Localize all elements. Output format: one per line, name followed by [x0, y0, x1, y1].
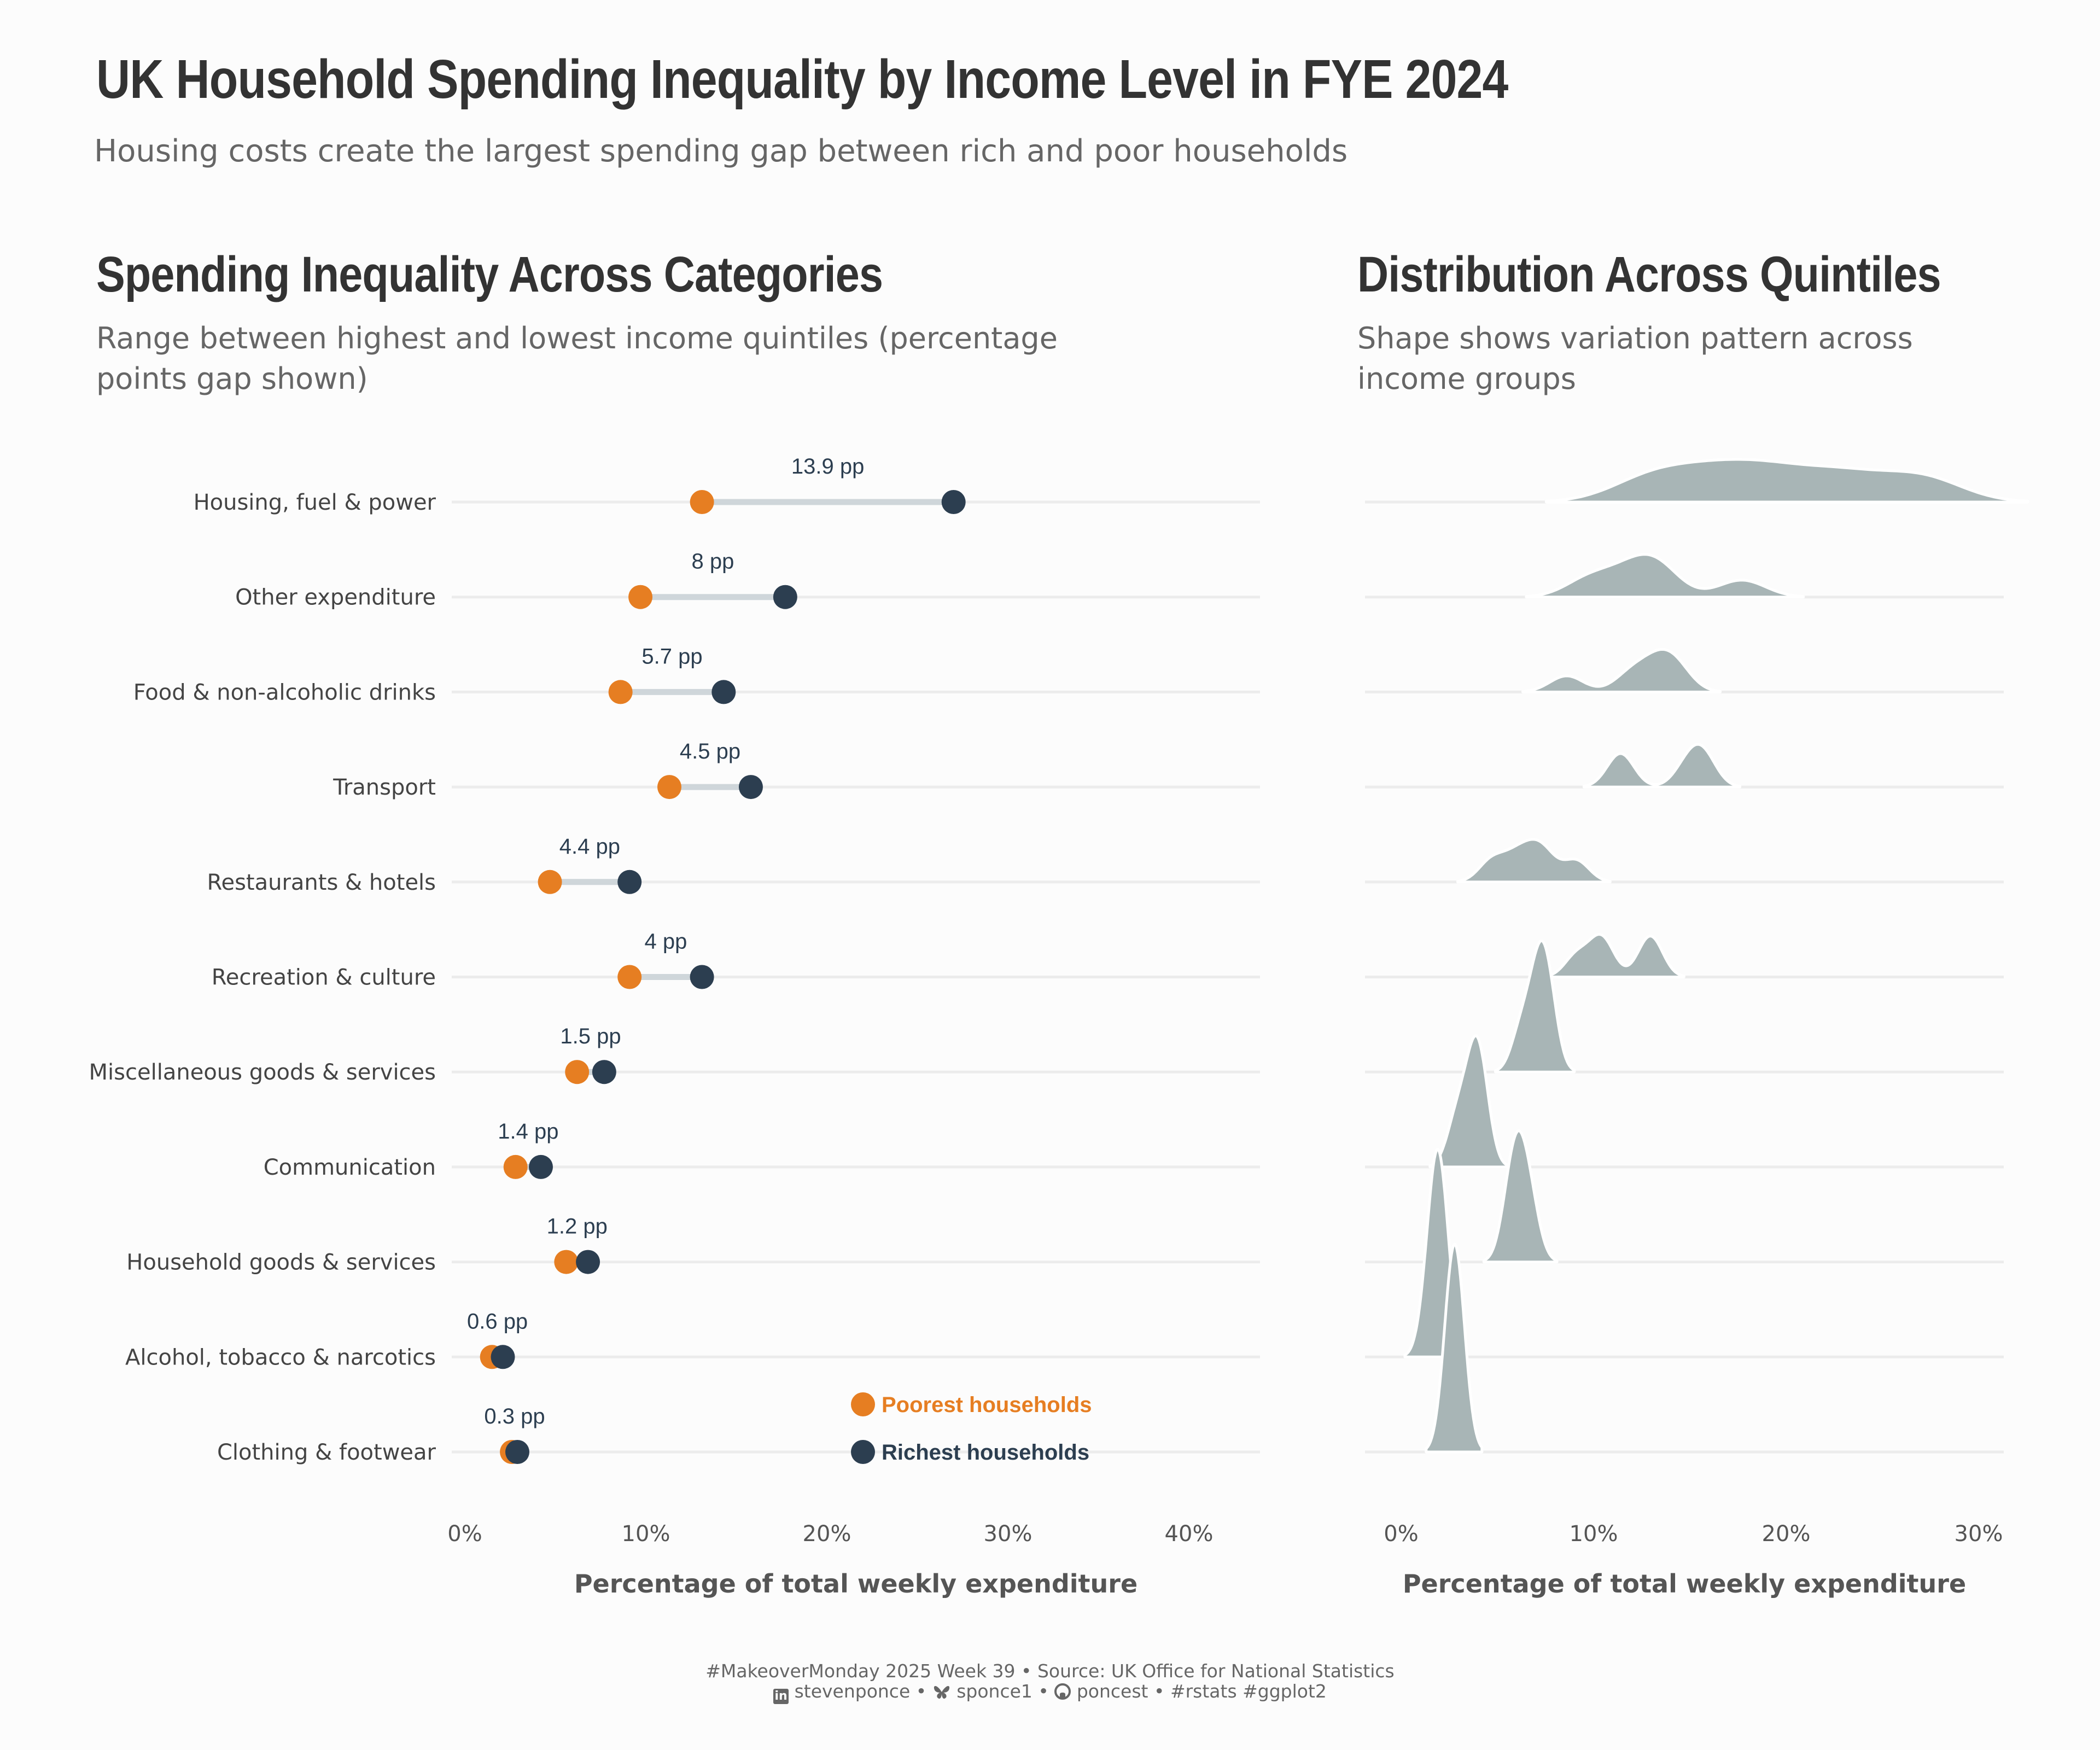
- gap-label-miscellaneous-goods-services: 1.5 pp: [560, 1024, 621, 1048]
- richest-point-transport: [738, 775, 763, 800]
- x-tick-label: 0%: [447, 1521, 482, 1547]
- richest-point-other-expenditure: [773, 585, 797, 609]
- x-axis-title: Percentage of total weekly expenditure: [574, 1569, 1138, 1599]
- caption-line2: in stevenponce • sponce1 • poncest • #rs…: [0, 1681, 2100, 1704]
- x-tick-label: 10%: [622, 1521, 670, 1547]
- ridge-food-non-alcoholic-drinks: [1521, 648, 1722, 693]
- gap-label-restaurants-hotels: 4.4 pp: [559, 835, 620, 859]
- ridge-miscellaneous-goods-services: [1494, 939, 1576, 1074]
- right-panel-title: Distribution Across Quintiles: [1357, 247, 1941, 302]
- category-label-communication: Communication: [264, 1155, 436, 1180]
- category-label-other-expenditure: Other expenditure: [235, 585, 436, 610]
- ridge-transport: [1582, 743, 1741, 789]
- category-label-recreation-culture: Recreation & culture: [212, 965, 436, 990]
- ridge-x-tick-label: 0%: [1384, 1521, 1418, 1547]
- right-panel-subtitle-line1: Shape shows variation pattern across: [1357, 321, 1913, 355]
- category-label-transport: Transport: [332, 775, 436, 800]
- caption-github-handle: poncest: [1076, 1681, 1148, 1702]
- legend-richest-swatch: [851, 1440, 875, 1464]
- caption-hashtags: #rstats #ggplot2: [1170, 1681, 1327, 1702]
- right-panel-subtitle: Shape shows variation pattern across inc…: [1357, 318, 1913, 399]
- x-tick-label: 30%: [984, 1521, 1032, 1547]
- poorest-point-communication: [503, 1154, 528, 1179]
- richest-point-housing-fuel-power: [941, 490, 966, 514]
- gap-label-household-goods-services: 1.2 pp: [547, 1215, 608, 1239]
- ridge-x-tick-label: 20%: [1762, 1521, 1811, 1547]
- ridge-household-goods-services: [1482, 1129, 1559, 1264]
- poorest-point-food-non-alcoholic-drinks: [608, 680, 633, 704]
- poorest-point-restaurants-hotels: [538, 870, 562, 894]
- caption-separator: •: [1148, 1681, 1170, 1702]
- category-label-alcohol-tobacco-narcotics: Alcohol, tobacco & narcotics: [125, 1345, 436, 1370]
- linkedin-icon: in: [773, 1689, 789, 1704]
- poorest-point-miscellaneous-goods-services: [565, 1060, 590, 1084]
- gap-label-communication: 1.4 pp: [498, 1119, 558, 1144]
- right-panel-subtitle-line2: income groups: [1357, 361, 1576, 396]
- category-label-restaurants-hotels: Restaurants & hotels: [207, 870, 436, 895]
- caption-line1: #MakeoverMonday 2025 Week 39 • Source: U…: [705, 1660, 1395, 1682]
- ridge-x-axis-title: Percentage of total weekly expenditure: [1403, 1569, 1966, 1599]
- poorest-point-housing-fuel-power: [690, 490, 714, 514]
- poorest-point-transport: [657, 775, 682, 800]
- category-label-miscellaneous-goods-services: Miscellaneous goods & services: [89, 1060, 436, 1085]
- left-panel-subtitle: Range between highest and lowest income …: [96, 318, 1058, 399]
- caption-separator: •: [910, 1681, 932, 1702]
- category-label-food-non-alcoholic-drinks: Food & non-alcoholic drinks: [133, 680, 436, 705]
- ridge-other-expenditure: [1525, 553, 1805, 599]
- dumbbell-chart: Housing, fuel & power 13.9 pp Other expend…: [89, 454, 1260, 1599]
- gap-label-transport: 4.5 pp: [680, 739, 740, 763]
- page-title: UK Household Spending Inequality by Inco…: [96, 49, 1508, 110]
- gap-label-food-non-alcoholic-drinks: 5.7 pp: [641, 644, 702, 668]
- ridge-housing-fuel-power: [1544, 458, 2029, 504]
- ridge-x-tick-label: 30%: [1955, 1521, 2003, 1547]
- gap-label-recreation-culture: 4 pp: [644, 930, 687, 954]
- github-icon: [1054, 1683, 1071, 1704]
- legend-poorest-swatch: [851, 1392, 875, 1416]
- caption-separator: •: [1032, 1681, 1055, 1702]
- legend-poorest-label: Poorest households: [882, 1393, 1092, 1417]
- richest-point-household-goods-services: [576, 1250, 600, 1274]
- richest-point-restaurants-hotels: [617, 870, 642, 894]
- richest-point-food-non-alcoholic-drinks: [711, 680, 736, 704]
- category-label-clothing-footwear: Clothing & footwear: [217, 1440, 436, 1465]
- gap-label-housing-fuel-power: 13.9 pp: [791, 454, 864, 479]
- ridge-communication: [1428, 1034, 1509, 1169]
- legend-richest-label: Richest households: [882, 1440, 1089, 1465]
- left-panel-title: Spending Inequality Across Categories: [96, 247, 883, 302]
- caption-bluesky-handle: sponce1: [956, 1681, 1032, 1702]
- x-tick-label: 40%: [1165, 1521, 1214, 1547]
- gap-label-clothing-footwear: 0.3 pp: [484, 1404, 545, 1428]
- category-label-housing-fuel-power: Housing, fuel & power: [194, 490, 436, 515]
- poorest-point-other-expenditure: [628, 585, 653, 609]
- richest-point-alcohol-tobacco-narcotics: [491, 1345, 515, 1369]
- bluesky-icon: [932, 1683, 951, 1704]
- ridgeline-chart: 0% 10% 20% 30% Percentage of total weekly ex…: [1365, 458, 2029, 1599]
- category-label-household-goods-services: Household goods & services: [126, 1250, 436, 1275]
- poorest-point-recreation-culture: [617, 965, 642, 989]
- richest-point-miscellaneous-goods-services: [592, 1060, 616, 1084]
- richest-point-communication: [529, 1154, 553, 1179]
- page-subtitle: Housing costs create the largest spendin…: [94, 133, 1348, 169]
- gap-label-alcohol-tobacco-narcotics: 0.6 pp: [467, 1309, 528, 1333]
- left-panel-subtitle-line2: points gap shown): [96, 361, 368, 396]
- ridge-restaurants-hotels: [1456, 838, 1612, 884]
- x-tick-label: 20%: [803, 1521, 851, 1547]
- poorest-point-household-goods-services: [554, 1250, 579, 1274]
- caption-linkedin-handle: stevenponce: [794, 1681, 911, 1702]
- left-panel-subtitle-line1: Range between highest and lowest income …: [96, 321, 1058, 355]
- gap-label-other-expenditure: 8 pp: [692, 550, 734, 574]
- ridge-x-tick-label: 10%: [1570, 1521, 1618, 1547]
- richest-point-clothing-footwear: [505, 1440, 529, 1464]
- richest-point-recreation-culture: [690, 965, 714, 989]
- ridge-recreation-culture: [1544, 933, 1685, 978]
- ridge-clothing-footwear: [1425, 1242, 1484, 1454]
